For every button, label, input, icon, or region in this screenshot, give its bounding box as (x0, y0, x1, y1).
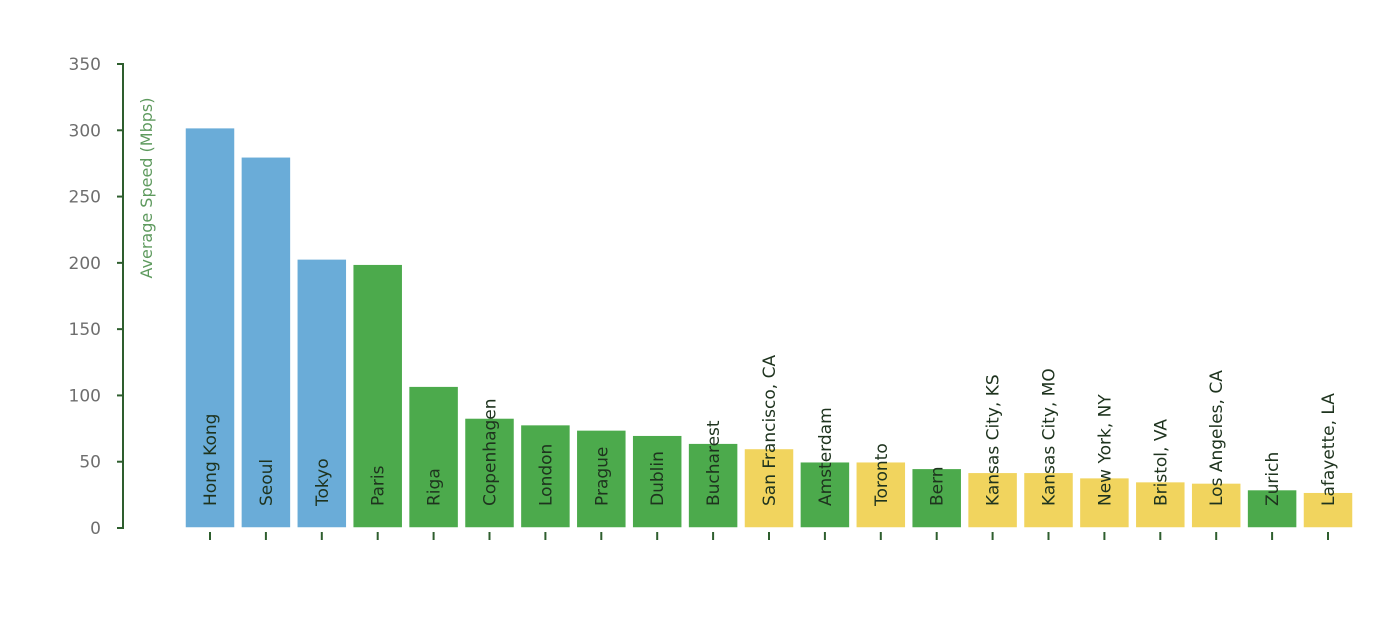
bar-label: Copenhagen (481, 398, 501, 506)
y-tick-label: 150 (69, 320, 101, 340)
bar-label: Bucharest (704, 420, 724, 506)
bar (687, 442, 739, 529)
bar-label: Kansas City, MO (1040, 368, 1060, 506)
bar (1302, 491, 1354, 529)
bar-label: San Francisco, CA (760, 355, 780, 506)
bars-group: Hong Kong Seoul Tokyo Paris Riga Copenhagen Lo… (184, 126, 1354, 529)
bar (1134, 480, 1187, 529)
bar (799, 460, 851, 529)
bar-label: Lafayette, LA (1319, 393, 1339, 506)
bar-label: Toronto (872, 443, 892, 507)
y-tick-label: 350 (69, 55, 101, 75)
y-tick-label: 50 (79, 453, 101, 473)
bar (575, 429, 628, 529)
bar-label: Los Angeles, CA (1207, 370, 1227, 506)
bar-label: Hong Kong (201, 414, 221, 506)
x-axis (209, 532, 1329, 540)
bar-label: Bristol, VA (1151, 419, 1171, 506)
bar-label: Tokyo (313, 458, 333, 507)
bar-label: Riga (425, 468, 445, 506)
y-tick-label: 250 (69, 188, 101, 208)
y-tick-label: 200 (69, 254, 101, 274)
bar (463, 417, 516, 529)
bar (743, 447, 795, 529)
bar (240, 156, 292, 529)
bar (1078, 476, 1131, 529)
y-tick-label: 100 (69, 386, 101, 406)
bar (910, 467, 963, 529)
bar-label: Prague (592, 447, 612, 506)
bar-label: London (536, 444, 556, 506)
bar (1246, 488, 1298, 529)
bar (1022, 471, 1075, 529)
bar (631, 434, 683, 529)
y-axis: 0 50 100 150 200 250 300 350 (69, 55, 124, 539)
bar (351, 263, 404, 529)
bar (296, 258, 348, 529)
bar-label: New York, NY (1095, 394, 1115, 506)
bar-label: Paris (369, 465, 389, 506)
bar (407, 385, 460, 529)
bar (855, 460, 907, 529)
bar (966, 471, 1019, 529)
bar-label: Amsterdam (816, 407, 836, 506)
bar (184, 126, 236, 529)
bar (519, 423, 572, 529)
bar (1190, 482, 1242, 529)
bar-label: Dublin (648, 451, 668, 506)
bar-label: Zurich (1263, 452, 1283, 506)
bar-label: Seoul (257, 459, 277, 506)
y-axis-line (117, 63, 124, 529)
bar-label: Kansas City, KS (984, 374, 1004, 506)
y-tick-label: 0 (90, 519, 101, 539)
y-tick-label: 300 (69, 121, 101, 141)
y-axis-title: Average Speed (Mbps) (137, 98, 156, 279)
bar-label: Bern (928, 466, 948, 506)
